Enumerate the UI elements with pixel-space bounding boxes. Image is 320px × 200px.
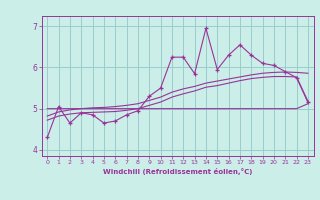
X-axis label: Windchill (Refroidissement éolien,°C): Windchill (Refroidissement éolien,°C): [103, 168, 252, 175]
